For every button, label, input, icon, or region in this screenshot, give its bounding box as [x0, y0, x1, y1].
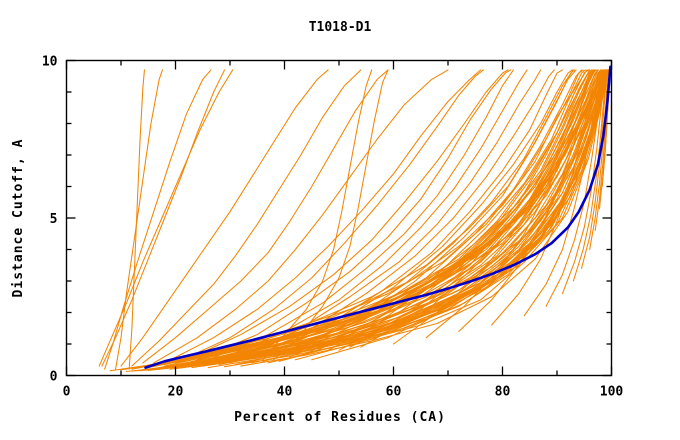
model-curve	[120, 69, 329, 367]
model-curve	[185, 69, 509, 361]
x-tick-labels: 0 20 40 60 80 100	[63, 385, 624, 400]
x-tick-label: 20	[168, 385, 184, 400]
model-curve	[458, 69, 599, 332]
y-tick-label: 5	[50, 212, 58, 227]
model-curve	[229, 69, 599, 364]
model-curve	[251, 69, 563, 358]
x-tick-label: 60	[386, 385, 402, 400]
model-curve	[523, 69, 604, 317]
model-curve	[115, 69, 163, 370]
y-tick-label: 0	[50, 370, 58, 385]
x-tick-label: 40	[277, 385, 293, 400]
axis-ticks-layer	[65, 59, 613, 377]
model-curve	[262, 69, 373, 361]
model-curve	[153, 69, 449, 364]
model-curve	[425, 69, 596, 339]
model-curve	[164, 69, 482, 364]
model-curve	[128, 69, 145, 370]
model-curve	[580, 69, 609, 269]
model-curve	[153, 69, 610, 370]
model-curve	[125, 69, 609, 372]
y-axis-title: Distance Cutoff, A	[11, 139, 26, 298]
model-curve	[289, 69, 595, 358]
x-tick-label: 100	[600, 385, 624, 400]
x-tick-label: 0	[63, 385, 71, 400]
x-tick-label: 80	[495, 385, 511, 400]
model-curve	[207, 69, 514, 361]
plot-title: T1018-D1	[309, 20, 372, 35]
y-tick-label: 10	[42, 55, 58, 70]
highlight-curve	[144, 65, 612, 369]
model-curve	[196, 69, 512, 361]
model-curve	[262, 69, 573, 358]
model-curve	[174, 69, 484, 364]
y-tick-labels: 0 5 10	[42, 55, 58, 385]
model-curve	[98, 69, 234, 367]
model-curve	[101, 69, 226, 367]
model-curve	[218, 69, 528, 361]
model-curve	[109, 69, 607, 372]
model-curve	[131, 69, 362, 367]
model-curve	[491, 69, 602, 326]
model-curve	[104, 69, 212, 370]
model-curve	[169, 69, 610, 369]
model-curve	[229, 69, 607, 358]
model-curve	[273, 69, 389, 361]
model-curve	[545, 69, 607, 307]
model-curve	[158, 69, 602, 369]
data-curves-layer	[98, 65, 612, 372]
x-axis-title: Percent of Residues (CA)	[234, 410, 446, 425]
model-curve	[561, 69, 608, 295]
model-curve	[229, 69, 542, 361]
model-curve	[169, 69, 604, 367]
